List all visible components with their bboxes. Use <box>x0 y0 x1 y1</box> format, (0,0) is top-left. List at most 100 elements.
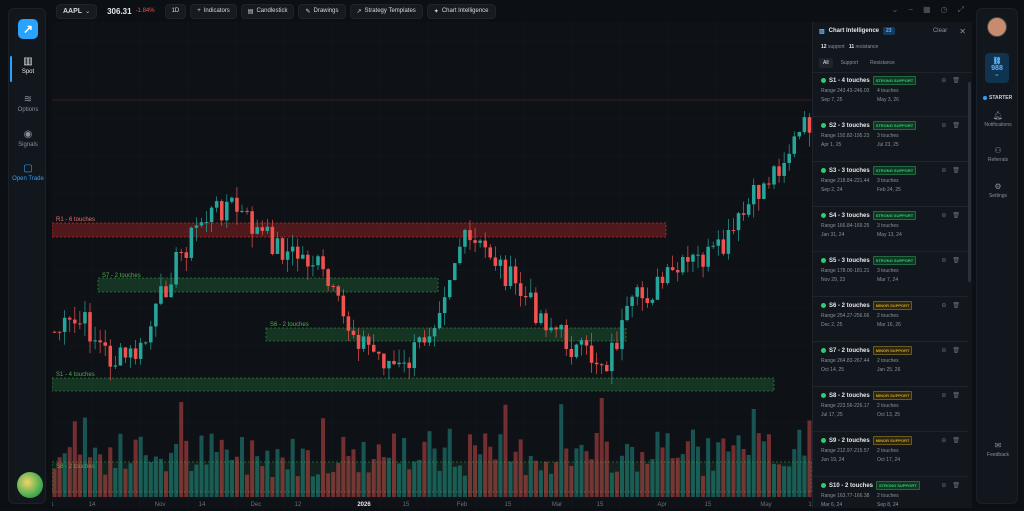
level-tag: MINOR SUPPORT <box>872 346 913 355</box>
level-range: Range 163.77-166.38 <box>821 493 870 499</box>
level-card[interactable]: S1 - 4 touches STRONG SUPPORT Range 243.43… <box>813 72 968 117</box>
candle-body <box>447 280 452 298</box>
nav-options[interactable]: ≋ Options <box>9 94 47 113</box>
trash-icon[interactable]: 🗑︎ <box>952 78 960 84</box>
trash-icon[interactable]: 🗑︎ <box>952 348 960 354</box>
drawings-button[interactable]: ✎ Drawings <box>298 3 346 19</box>
volume-bar <box>690 429 695 497</box>
candle-body <box>660 276 665 284</box>
timeframe-label: 1D <box>171 8 180 14</box>
level-card[interactable]: S2 - 3 touches STRONG SUPPORT Range 192.82… <box>813 117 968 162</box>
expand-icon[interactable]: ⤢ <box>957 5 964 14</box>
credits-widget[interactable]: ⛓ 988 cr <box>985 53 1009 83</box>
candle-body <box>275 238 280 255</box>
target-icon[interactable]: ⊖ <box>941 123 947 129</box>
symbol-selector[interactable]: AAPL ⌄ <box>56 3 98 19</box>
target-icon[interactable]: ⊖ <box>941 393 947 399</box>
level-range: Range 254.27-256.66 <box>821 313 870 319</box>
trash-icon[interactable]: 🗑︎ <box>952 258 960 264</box>
left-sidebar: ↗ ▥ Spot ≋ Options ◉ Signals ▢ Open Trad… <box>8 8 46 504</box>
clear-button[interactable]: Clear <box>932 28 948 34</box>
trash-icon[interactable]: 🗑︎ <box>952 168 960 174</box>
avatar[interactable] <box>987 17 1007 37</box>
app-logo-icon[interactable]: ↗ <box>18 19 38 39</box>
grid-icon[interactable]: ▦ <box>923 5 931 14</box>
nav-spot[interactable]: ▥ Spot <box>9 56 47 82</box>
minus-icon[interactable]: − <box>908 5 914 14</box>
candlestick-chart-svg[interactable]: R1 - 6 touches S7 - 2 touches S6 - 2 touch… <box>52 22 812 508</box>
right-sidebar: ⛓ 988 cr STARTER 🔔︎ Notifications ⚇ Refe… <box>976 8 1018 504</box>
tab-resistance[interactable]: Resistance <box>870 60 895 66</box>
nav-signals-label: Signals <box>18 142 38 148</box>
sr-zone[interactable] <box>52 222 667 238</box>
candle-body <box>589 345 594 363</box>
x-tick-label: 1 <box>808 502 812 508</box>
trash-icon[interactable]: 🗑︎ <box>952 123 960 129</box>
level-card[interactable]: S6 - 2 touches MINOR SUPPORT Range 254.27-… <box>813 297 968 342</box>
sr-zone[interactable] <box>52 461 812 493</box>
volume-bar <box>685 441 690 497</box>
panel-scrollbar[interactable] <box>968 82 971 282</box>
candle-body <box>645 298 650 303</box>
sr-zone[interactable] <box>265 327 627 342</box>
price-chart[interactable]: R1 - 6 touches S7 - 2 touches S6 - 2 touch… <box>52 22 812 508</box>
nav-notifications[interactable]: 🔔︎ Notifications <box>977 111 1019 128</box>
target-icon[interactable]: ⊖ <box>941 213 947 219</box>
tab-all[interactable]: All <box>819 58 833 68</box>
candle-body <box>726 230 731 254</box>
candle-body <box>179 251 183 253</box>
volume-bar <box>675 457 680 497</box>
target-icon[interactable]: ⊖ <box>941 168 947 174</box>
level-card[interactable]: S4 - 3 touches STRONG SUPPORT Range 166.84… <box>813 207 968 252</box>
trash-icon[interactable]: 🗑︎ <box>952 213 960 219</box>
target-icon[interactable]: ⊖ <box>941 348 947 354</box>
level-card[interactable]: S7 - 2 touches MINOR SUPPORT Range 264.83-… <box>813 342 968 387</box>
candle-body <box>402 362 406 364</box>
trash-icon[interactable]: 🗑︎ <box>952 438 960 444</box>
candle-body <box>336 286 341 296</box>
trash-icon[interactable]: 🗑︎ <box>952 303 960 309</box>
clock-icon[interactable]: ◷ <box>940 5 948 14</box>
nav-feedback[interactable]: ✉ Feedback <box>977 441 1019 458</box>
candle-body <box>579 340 584 345</box>
chart-intelligence-button[interactable]: ✦ Chart Intelligence <box>426 3 496 19</box>
target-icon[interactable]: ⊖ <box>941 483 947 489</box>
candle-body <box>767 183 771 185</box>
volume-bar <box>158 458 163 497</box>
user-avatar-bottom[interactable] <box>17 472 43 498</box>
sr-zone[interactable] <box>52 377 775 392</box>
level-last-date: Mar 7, 24 <box>877 277 899 283</box>
nav-settings[interactable]: ⚙ Settings <box>977 182 1019 199</box>
chart-type-button[interactable]: ▤ Candlestick <box>240 3 295 19</box>
trash-icon[interactable]: 🗑︎ <box>952 483 960 489</box>
credits-unit: cr <box>995 72 999 77</box>
level-card[interactable]: S8 - 2 touches MINOR SUPPORT Range 223.56-… <box>813 387 968 432</box>
timeframe-button[interactable]: 1D <box>164 3 187 19</box>
tab-support[interactable]: Support <box>840 60 859 66</box>
candle-body <box>270 226 275 255</box>
indicators-button[interactable]: + Indicators <box>190 3 237 19</box>
level-card[interactable]: S9 - 2 touches MINOR SUPPORT Range 212.97-… <box>813 432 968 477</box>
chevron-down-icon[interactable]: ⌄ <box>891 5 899 14</box>
nav-signals[interactable]: ◉ Signals <box>9 129 47 148</box>
level-card[interactable]: S3 - 3 touches STRONG SUPPORT Range 218.84… <box>813 162 968 207</box>
close-icon[interactable]: ✕ <box>959 26 966 36</box>
candle-body <box>670 267 675 271</box>
x-tick-label: 1 <box>52 502 54 508</box>
target-icon[interactable]: ⊖ <box>941 258 947 264</box>
level-card[interactable]: S10 - 2 touches STRONG SUPPORT Range 163.7… <box>813 477 968 508</box>
target-icon[interactable]: ⊖ <box>941 303 947 309</box>
volume-bar <box>543 461 549 497</box>
level-card[interactable]: S5 - 3 touches STRONG SUPPORT Range 178.00… <box>813 252 968 297</box>
sr-zone[interactable] <box>97 277 439 293</box>
target-icon[interactable]: ⊖ <box>941 78 947 84</box>
volume-bar <box>695 446 701 497</box>
nav-referrals[interactable]: ⚇ Referrals <box>977 146 1019 163</box>
bar-chart-icon: ▥ <box>23 56 33 67</box>
strategy-templates-button[interactable]: ↗ Strategy Templates <box>349 3 423 19</box>
nav-open-trade[interactable]: ▢ Open Trade <box>9 163 47 182</box>
level-tag: STRONG SUPPORT <box>872 121 917 130</box>
trash-icon[interactable]: 🗑︎ <box>952 393 960 399</box>
candle-body <box>346 316 351 331</box>
target-icon[interactable]: ⊖ <box>941 438 947 444</box>
